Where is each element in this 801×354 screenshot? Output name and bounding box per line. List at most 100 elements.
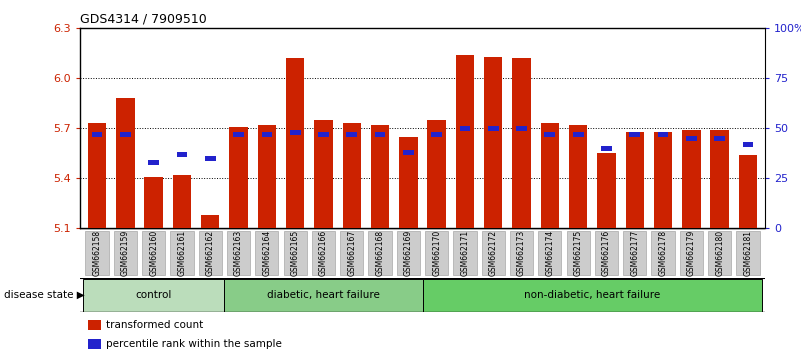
Bar xyxy=(120,132,131,137)
Bar xyxy=(626,132,644,228)
Bar xyxy=(403,150,414,155)
Text: GSM662177: GSM662177 xyxy=(630,230,639,276)
Bar xyxy=(680,231,703,275)
Text: GSM662164: GSM662164 xyxy=(263,230,272,276)
Bar xyxy=(428,120,446,228)
Text: transformed count: transformed count xyxy=(106,320,203,330)
Bar xyxy=(601,146,612,151)
Bar xyxy=(201,215,219,228)
Text: GSM662161: GSM662161 xyxy=(178,230,187,276)
Bar xyxy=(261,132,272,137)
Text: GSM662178: GSM662178 xyxy=(658,230,667,276)
Text: percentile rank within the sample: percentile rank within the sample xyxy=(106,339,282,349)
Bar xyxy=(368,231,392,275)
Bar xyxy=(714,136,725,141)
Bar xyxy=(83,279,224,312)
Bar xyxy=(176,152,187,157)
Bar xyxy=(510,231,533,275)
Bar xyxy=(116,98,135,228)
Bar xyxy=(595,231,618,275)
Bar xyxy=(422,279,762,312)
Bar xyxy=(114,231,137,275)
Text: non-diabetic, heart failure: non-diabetic, heart failure xyxy=(524,290,661,300)
Text: GSM662175: GSM662175 xyxy=(574,230,582,276)
Bar xyxy=(375,132,385,137)
Text: GSM662162: GSM662162 xyxy=(206,230,215,276)
Text: GSM662169: GSM662169 xyxy=(404,230,413,276)
Bar xyxy=(598,153,616,228)
Bar xyxy=(148,160,159,165)
Text: GSM662179: GSM662179 xyxy=(687,230,696,276)
Text: GSM662176: GSM662176 xyxy=(602,230,611,276)
Text: GSM662180: GSM662180 xyxy=(715,230,724,276)
Bar xyxy=(343,123,361,228)
Text: GSM662160: GSM662160 xyxy=(149,230,158,276)
Bar xyxy=(205,156,215,161)
Bar xyxy=(340,231,364,275)
Bar xyxy=(256,231,279,275)
Bar xyxy=(173,175,191,228)
Bar xyxy=(431,132,442,137)
Bar xyxy=(453,231,477,275)
Bar xyxy=(516,126,527,131)
Bar xyxy=(233,132,244,137)
Text: GSM662163: GSM662163 xyxy=(234,230,243,276)
Text: disease state ▶: disease state ▶ xyxy=(4,290,85,300)
Text: GSM662158: GSM662158 xyxy=(93,230,102,276)
Bar xyxy=(227,231,250,275)
Bar xyxy=(314,120,332,228)
Bar xyxy=(399,137,417,228)
Text: diabetic, heart failure: diabetic, heart failure xyxy=(267,290,380,300)
Bar xyxy=(573,132,584,137)
Bar xyxy=(258,125,276,228)
Bar xyxy=(318,132,329,137)
Bar xyxy=(710,130,729,228)
Bar xyxy=(481,231,505,275)
Bar xyxy=(739,155,757,228)
Bar xyxy=(545,132,555,137)
Bar xyxy=(651,231,674,275)
Bar xyxy=(312,231,335,275)
Bar xyxy=(460,126,470,131)
Bar xyxy=(371,125,389,228)
Bar xyxy=(456,55,474,228)
Bar xyxy=(541,123,559,228)
Bar xyxy=(654,132,672,228)
Bar xyxy=(686,136,697,141)
Bar xyxy=(736,231,759,275)
Text: GSM662181: GSM662181 xyxy=(743,230,752,276)
Bar xyxy=(91,132,103,137)
Text: GSM662168: GSM662168 xyxy=(376,230,384,276)
Bar xyxy=(566,231,590,275)
Bar xyxy=(513,58,531,228)
Bar xyxy=(346,132,357,137)
Text: GSM662165: GSM662165 xyxy=(291,230,300,276)
Bar xyxy=(396,231,420,275)
Bar xyxy=(286,58,304,228)
Bar xyxy=(569,125,587,228)
Bar xyxy=(171,231,194,275)
Text: control: control xyxy=(135,290,172,300)
Text: GSM662173: GSM662173 xyxy=(517,230,526,276)
Text: GSM662172: GSM662172 xyxy=(489,230,497,276)
Text: GSM662166: GSM662166 xyxy=(319,230,328,276)
Text: GSM662159: GSM662159 xyxy=(121,230,130,276)
Bar xyxy=(290,130,300,135)
Bar xyxy=(623,231,646,275)
Bar xyxy=(88,339,101,349)
Bar xyxy=(224,279,422,312)
Bar xyxy=(229,127,248,228)
Bar xyxy=(88,123,107,228)
Bar xyxy=(682,130,701,228)
Bar xyxy=(86,231,109,275)
Bar xyxy=(538,231,562,275)
Bar xyxy=(88,320,101,330)
Bar xyxy=(708,231,731,275)
Bar xyxy=(484,57,502,228)
Bar xyxy=(284,231,307,275)
Bar xyxy=(199,231,222,275)
Bar xyxy=(142,231,165,275)
Bar xyxy=(144,177,163,228)
Text: GSM662171: GSM662171 xyxy=(461,230,469,276)
Bar xyxy=(425,231,449,275)
